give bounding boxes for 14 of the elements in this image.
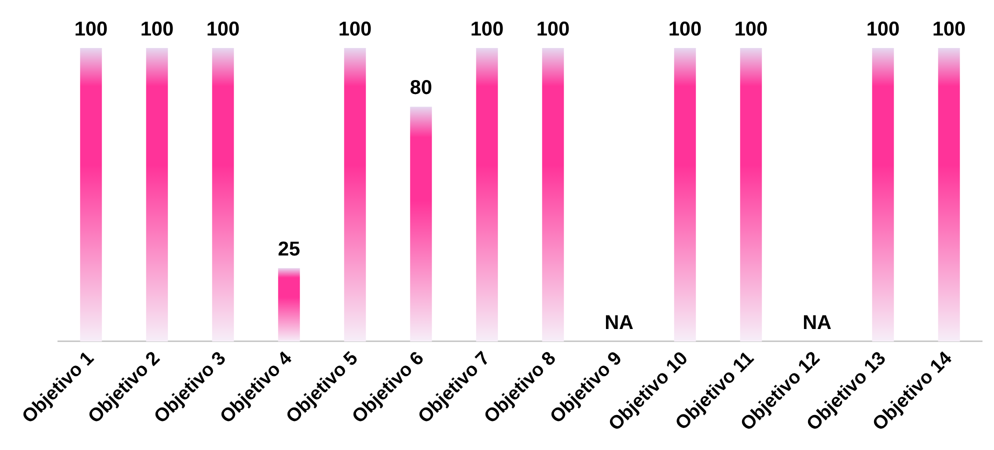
data-label: 100	[536, 18, 570, 41]
data-label: 100	[932, 18, 966, 41]
text: NA	[802, 312, 832, 334]
data-label: 100	[734, 18, 768, 41]
data-label: 80	[410, 77, 432, 100]
data-label: 25	[278, 238, 300, 261]
data-label: 100	[668, 18, 702, 41]
data-label: 100	[470, 18, 504, 41]
data-label: 100	[74, 18, 108, 41]
data-label: 100	[338, 18, 372, 41]
data-label: 100	[866, 18, 900, 41]
data-label: 100	[206, 18, 240, 41]
data-label: 100	[140, 18, 174, 41]
text: NA	[604, 312, 634, 334]
